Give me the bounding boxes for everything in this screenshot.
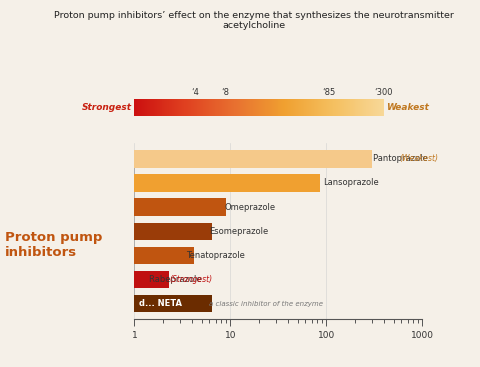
Text: Esomeprazole: Esomeprazole — [209, 227, 268, 236]
Bar — [134, 295, 213, 312]
Text: ‘4: ‘4 — [191, 88, 199, 97]
Text: (Weakest): (Weakest) — [399, 154, 438, 163]
Bar — [134, 271, 169, 288]
Text: (Strongest): (Strongest) — [169, 275, 213, 284]
Bar — [134, 247, 194, 264]
Bar — [134, 150, 372, 167]
Text: Pantoprazole: Pantoprazole — [373, 154, 431, 163]
Bar — [134, 174, 320, 192]
Text: Tenatoprazole: Tenatoprazole — [186, 251, 245, 260]
Text: Weakest: Weakest — [386, 103, 429, 112]
Text: Proton pump inhibitors’ effect on the enzyme that synthesizes the neurotransmitt: Proton pump inhibitors’ effect on the en… — [54, 11, 455, 30]
Text: ‘300: ‘300 — [374, 88, 393, 97]
Text: Proton pump
inhibitors: Proton pump inhibitors — [5, 231, 102, 259]
Text: Strongest: Strongest — [82, 103, 132, 112]
Bar — [134, 222, 213, 240]
Text: d... NETA: d... NETA — [139, 299, 182, 308]
Text: ‘8: ‘8 — [221, 88, 229, 97]
Text: a classic inhibitor of the enzyme: a classic inhibitor of the enzyme — [209, 301, 324, 307]
Bar — [134, 199, 226, 216]
Text: Omeprazole: Omeprazole — [224, 203, 276, 212]
Text: Lansoprazole: Lansoprazole — [323, 178, 379, 188]
Text: Rabeprazole: Rabeprazole — [149, 275, 204, 284]
Text: ‘85: ‘85 — [322, 88, 335, 97]
